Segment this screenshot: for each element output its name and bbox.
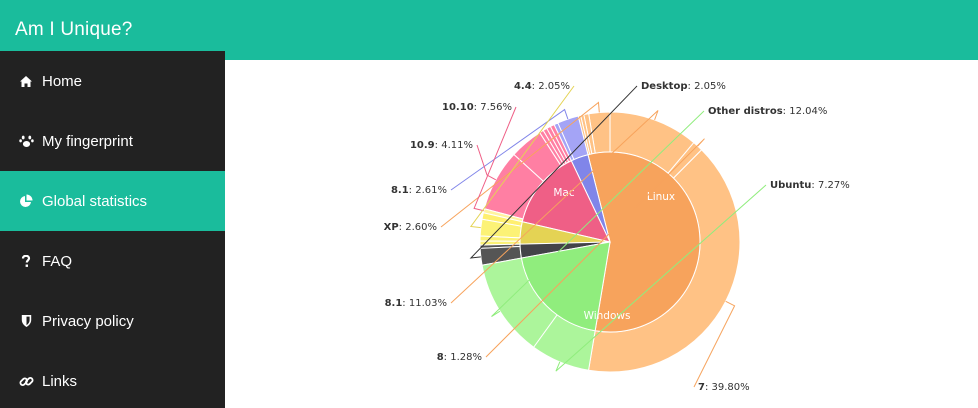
data-label-10-10: 10.10: 7.56%: [442, 102, 512, 113]
data-label-key: 8.1: [385, 298, 403, 309]
data-label-key: 8.1: [391, 185, 409, 196]
data-label-value: 1.28%: [450, 352, 482, 363]
data-label-7: 7: 39.80%: [698, 382, 750, 393]
data-label-key: 7: [698, 382, 705, 393]
data-label-value: 2.60%: [405, 222, 437, 233]
data-label-value: 12.04%: [789, 106, 827, 117]
data-label-8-1: 8.1: 11.03%: [385, 298, 447, 309]
data-label-key: 4.4: [514, 81, 532, 92]
data-label-ubuntu: Ubuntu: 7.27%: [770, 180, 850, 191]
inner-slice-linux[interactable]: [520, 241, 611, 332]
inner-label-linux: Linux: [647, 191, 675, 203]
data-label-value: 39.80%: [712, 382, 750, 393]
sidebar-item-label: My fingerprint: [42, 132, 133, 150]
data-label-xp: XP: 2.60%: [384, 222, 437, 233]
data-label-value: 11.03%: [409, 298, 447, 309]
data-label-value: 2.05%: [538, 81, 570, 92]
os-donut-chart: Windows Mac Linux Desktop: 2.05% Other distr…: [384, 81, 850, 393]
data-label-4-4: 4.4: 2.05%: [514, 81, 570, 92]
label-connector: [469, 85, 638, 259]
data-label-key: 10.10: [442, 102, 474, 113]
top-navbar: Am I Unique?: [0, 0, 978, 60]
inner-label-windows: Windows: [584, 310, 631, 322]
pie-chart-icon: [18, 193, 34, 209]
data-label-key: Other distros: [708, 106, 783, 117]
data-label-key: 10.9: [410, 140, 435, 151]
data-label-key: 8: [437, 352, 444, 363]
label-connector: [485, 138, 705, 358]
inner-slice-windows[interactable]: [587, 151, 701, 333]
data-label-desktop: Desktop: 2.05%: [641, 81, 726, 92]
sidebar-item-label: Privacy policy: [42, 312, 134, 330]
inner-slice-mac[interactable]: [521, 160, 611, 243]
data-label-other-distros: Other distros: 12.04%: [708, 106, 827, 117]
label-connector: [469, 85, 575, 229]
sidebar-item-home[interactable]: Home: [0, 51, 225, 111]
data-label-8-1: 8.1: 2.61%: [391, 185, 447, 196]
sidebar: Home My fingerprint Global statistics FA…: [0, 51, 225, 408]
label-connector: [450, 108, 569, 191]
data-label-10-9: 10.9: 4.11%: [410, 140, 473, 151]
data-label-separator: :: [444, 352, 451, 363]
sidebar-item-faq[interactable]: FAQ: [0, 231, 225, 291]
data-label-8: 8: 1.28%: [437, 352, 482, 363]
data-label-separator: :: [532, 81, 539, 92]
sidebar-item-links[interactable]: Links: [0, 351, 225, 408]
data-label-separator: :: [399, 222, 406, 233]
sidebar-item-global-statistics[interactable]: Global statistics: [0, 171, 225, 231]
label-connector: [491, 110, 705, 317]
label-connector: [476, 144, 497, 181]
question-icon: [18, 253, 34, 269]
data-label-value: 7.56%: [480, 102, 512, 113]
sidebar-item-label: Links: [42, 372, 78, 390]
data-label-separator: :: [435, 140, 442, 151]
shield-icon: [18, 313, 34, 329]
data-label-value: 7.27%: [818, 180, 850, 191]
data-label-key: XP: [384, 222, 399, 233]
inner-label-mac: Mac: [553, 187, 574, 199]
sidebar-item-label: Home: [42, 72, 83, 90]
paw-icon: [18, 133, 34, 149]
label-connector: [473, 106, 517, 212]
sidebar-item-my-fingerprint[interactable]: My fingerprint: [0, 111, 225, 171]
data-label-separator: :: [783, 106, 790, 117]
data-label-separator: :: [409, 185, 416, 196]
label-connector: [555, 184, 767, 372]
data-label-separator: :: [688, 81, 695, 92]
data-label-value: 2.05%: [694, 81, 726, 92]
label-connector: [693, 300, 736, 388]
app-title[interactable]: Am I Unique?: [15, 19, 133, 40]
data-label-key: Ubuntu: [770, 180, 811, 191]
sidebar-item-privacy-policy[interactable]: Privacy policy: [0, 291, 225, 351]
data-label-value: 4.11%: [441, 140, 473, 151]
main-content: Windows Mac Linux Desktop: 2.05% Other distr…: [225, 60, 978, 408]
data-label-key: Desktop: [641, 81, 688, 92]
data-label-separator: :: [811, 180, 818, 191]
label-connector: [440, 101, 600, 228]
link-icon: [18, 373, 34, 389]
data-label-separator: :: [402, 298, 409, 309]
data-label-separator: :: [474, 102, 481, 113]
data-label-separator: :: [705, 382, 712, 393]
sidebar-item-label: Global statistics: [42, 192, 148, 210]
sidebar-item-label: FAQ: [42, 252, 73, 270]
label-connector: [450, 110, 659, 304]
data-label-value: 2.61%: [415, 185, 447, 196]
home-icon: [18, 73, 34, 89]
